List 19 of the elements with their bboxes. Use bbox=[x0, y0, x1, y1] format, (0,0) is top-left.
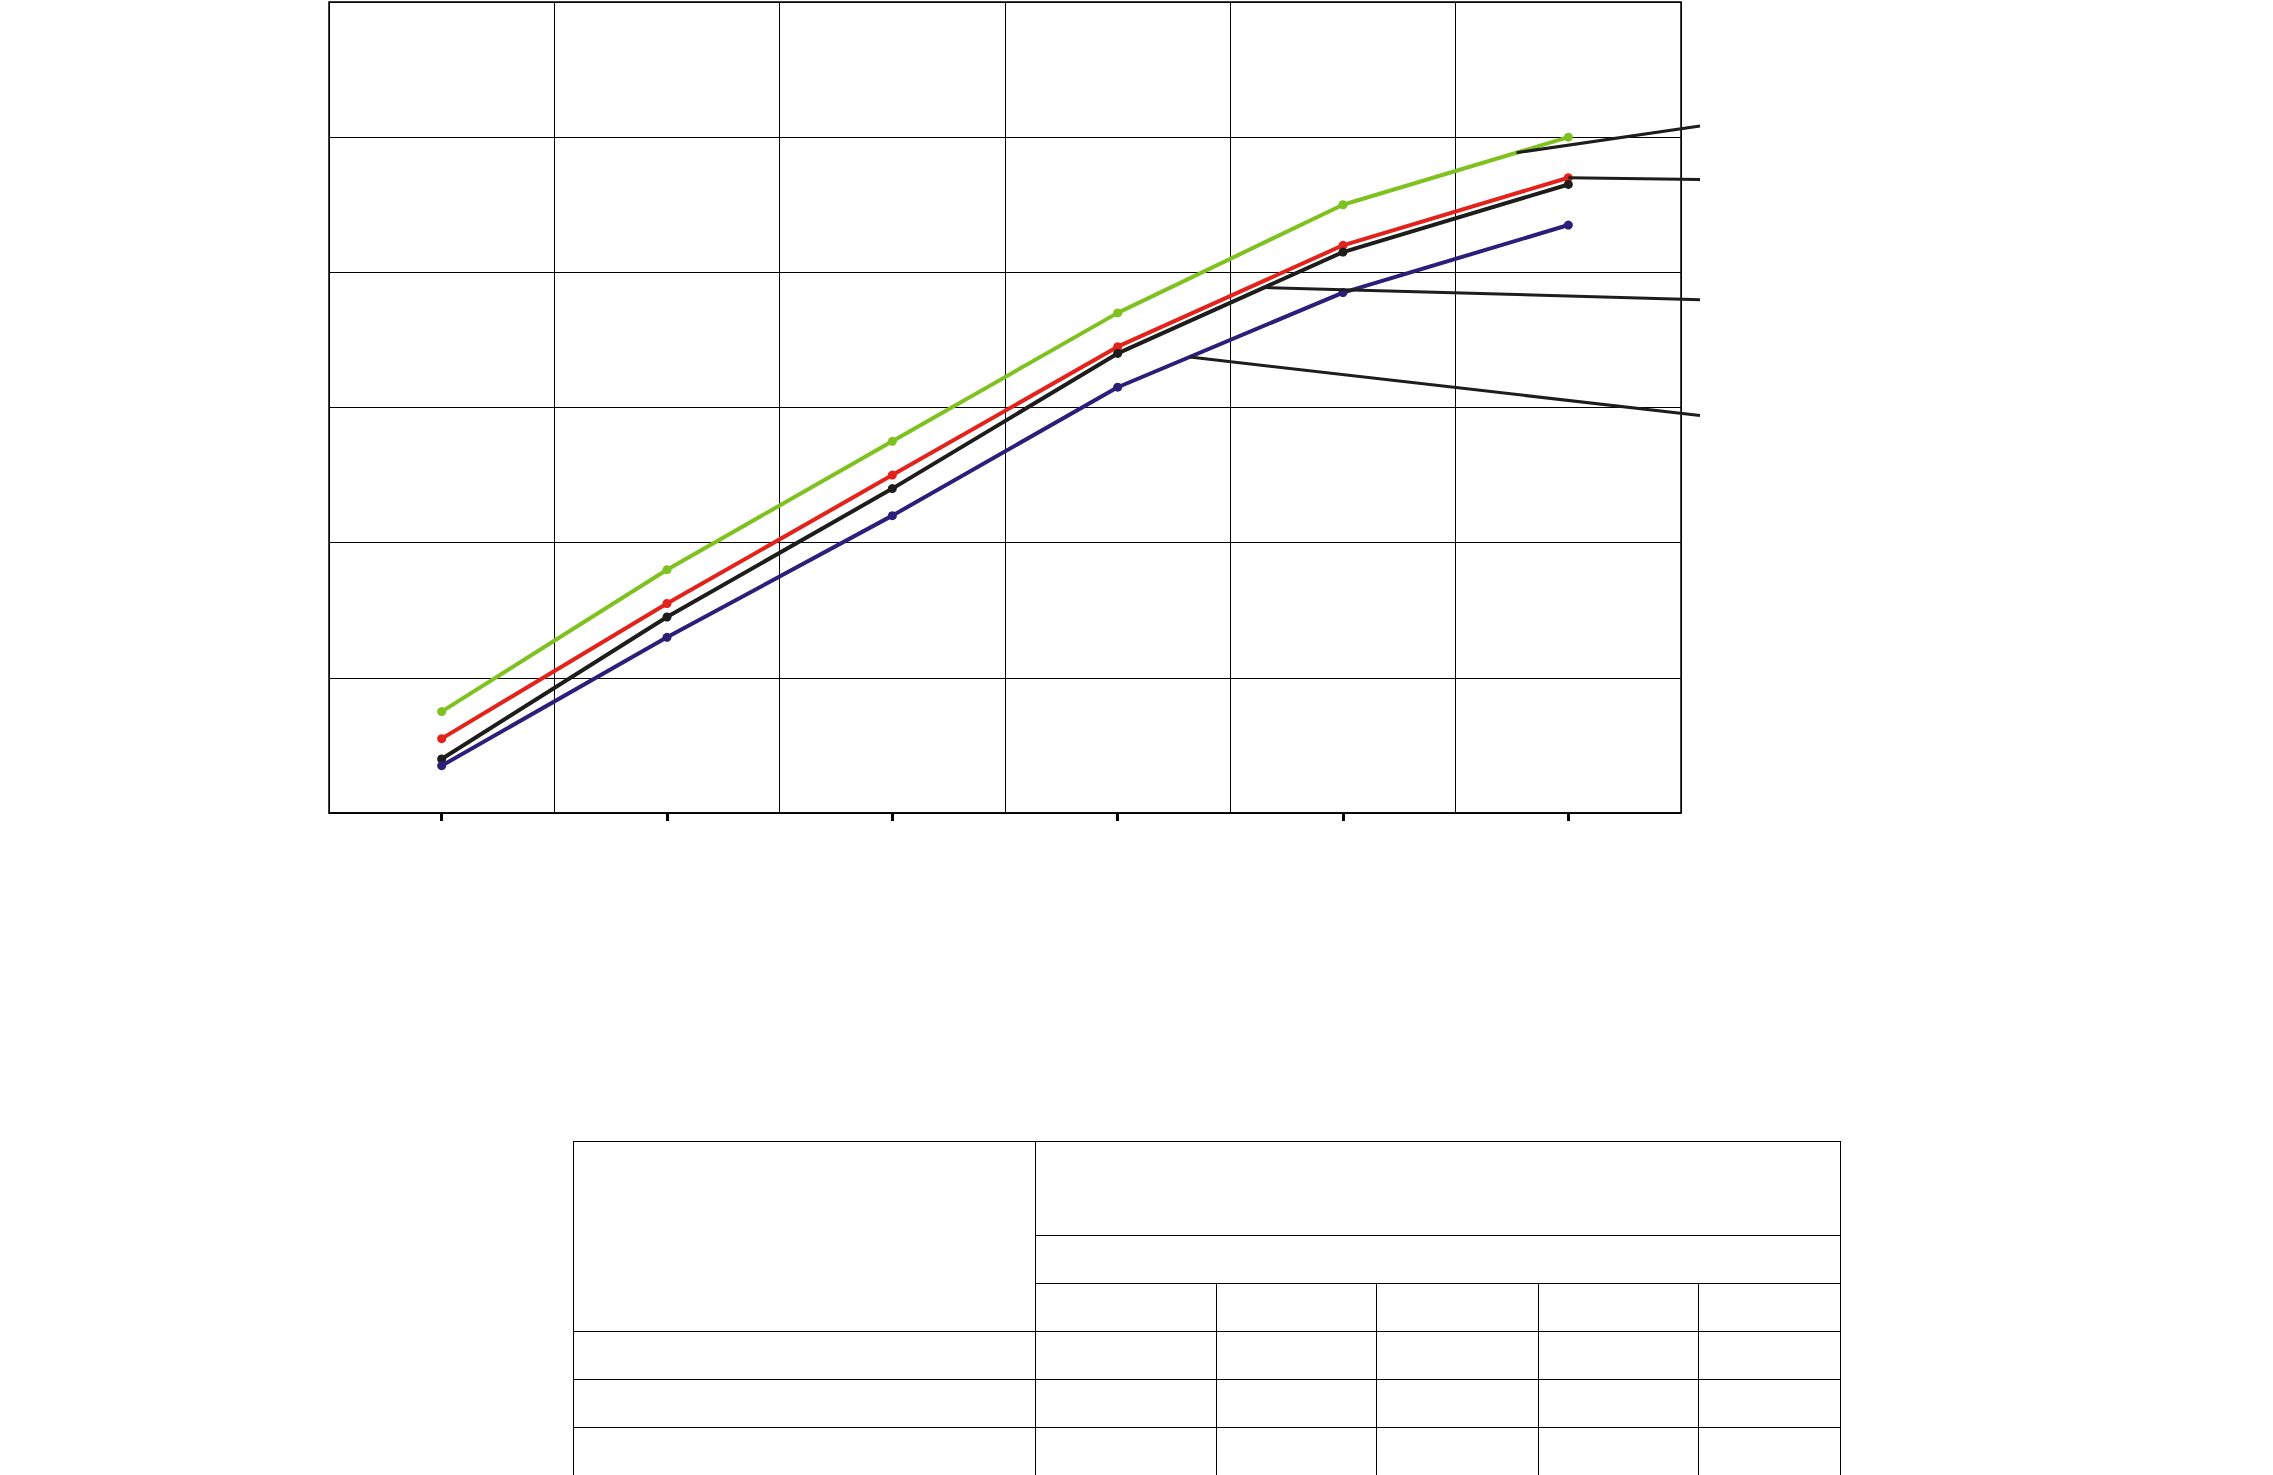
point bbox=[887, 436, 897, 446]
point bbox=[662, 598, 672, 608]
point bbox=[1113, 308, 1123, 318]
point bbox=[1563, 179, 1573, 189]
point bbox=[1113, 382, 1123, 392]
point bbox=[662, 612, 672, 622]
point bbox=[437, 734, 447, 744]
point bbox=[1113, 348, 1123, 358]
point bbox=[1563, 220, 1573, 230]
point bbox=[1338, 247, 1348, 257]
point bbox=[887, 484, 897, 494]
point bbox=[1563, 132, 1573, 142]
point bbox=[1338, 200, 1348, 210]
point bbox=[662, 565, 672, 575]
point bbox=[662, 632, 672, 642]
point bbox=[437, 761, 447, 771]
point bbox=[887, 470, 897, 480]
point bbox=[437, 707, 447, 717]
point bbox=[887, 511, 897, 521]
